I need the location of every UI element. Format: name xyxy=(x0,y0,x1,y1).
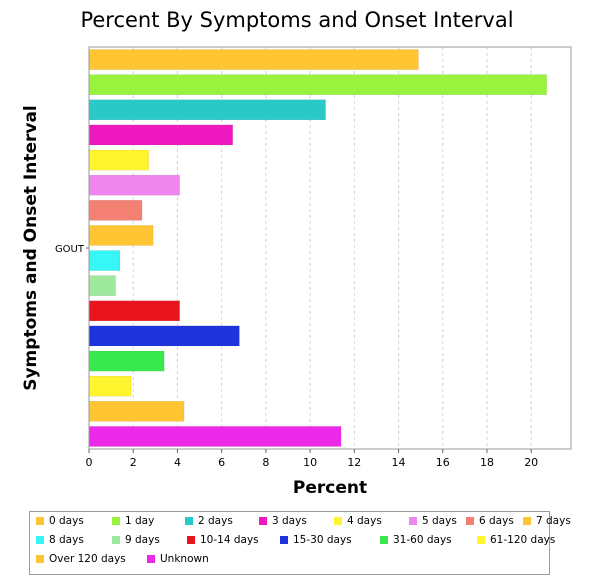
bar-5-days xyxy=(88,174,180,196)
legend-swatch xyxy=(36,536,44,544)
legend-label: 6 days xyxy=(479,515,514,527)
legend-label: 15-30 days xyxy=(293,534,352,546)
chart-title: Percent By Symptoms and Onset Interval xyxy=(80,8,514,32)
legend-item-unknown: Unknown xyxy=(147,553,209,565)
legend-item-9-days: 9 days xyxy=(112,534,160,546)
bar-3-days xyxy=(88,124,233,146)
bar-61-120-days xyxy=(88,375,132,397)
legend-label: Unknown xyxy=(160,553,209,565)
legend-item-31-60-days: 31-60 days xyxy=(380,534,452,546)
legend-label: 7 days xyxy=(536,515,571,527)
bar-unknown xyxy=(88,426,342,447)
x-tick-label: 14 xyxy=(392,456,406,469)
legend-item-7-days: 7 days xyxy=(523,515,571,527)
legend-item-over-120-days: Over 120 days xyxy=(36,553,126,565)
x-tick-label: 20 xyxy=(524,456,538,469)
bar-0-days xyxy=(88,49,419,70)
legend-label: 2 days xyxy=(198,515,233,527)
legend-item-15-30-days: 15-30 days xyxy=(280,534,352,546)
legend-swatch xyxy=(187,536,195,544)
bar-2-days xyxy=(88,99,326,121)
bar-9-days xyxy=(88,275,116,296)
bar-7-days xyxy=(88,225,154,246)
legend-label: Over 120 days xyxy=(49,553,126,565)
legend-label: 31-60 days xyxy=(393,534,452,546)
x-tick-label: 8 xyxy=(262,456,269,469)
legend-item-8-days: 8 days xyxy=(36,534,84,546)
legend-label: 10-14 days xyxy=(200,534,259,546)
x-tick-label: 16 xyxy=(436,456,450,469)
x-tick-label: 6 xyxy=(218,456,225,469)
legend-swatch xyxy=(466,517,474,525)
bar-10-14-days xyxy=(88,300,180,322)
legend-item-1-day: 1 day xyxy=(112,515,154,527)
legend-item-2-days: 2 days xyxy=(185,515,233,527)
chart-plot: 0 2 4 6 8 10 12 14 16 18 20 GOUT Percent Symptoms and… xyxy=(21,46,572,498)
legend-swatch xyxy=(380,536,388,544)
legend-swatch xyxy=(36,555,44,563)
y-category-label: GOUT xyxy=(55,244,85,255)
legend-label: 5 days xyxy=(422,515,457,527)
legend-label: 1 day xyxy=(125,515,155,527)
legend-item-5-days: 5 days xyxy=(409,515,457,527)
legend-swatch xyxy=(36,517,44,525)
legend-swatch xyxy=(280,536,288,544)
bar-1-day xyxy=(88,74,547,95)
legend-swatch xyxy=(477,536,485,544)
legend-label: 0 days xyxy=(49,515,84,527)
y-axis-title: Symptoms and Onset Interval xyxy=(21,105,41,391)
legend-item-10-14-days: 10-14 days xyxy=(187,534,259,546)
legend-swatch xyxy=(259,517,267,525)
x-tick-label: 10 xyxy=(303,456,317,469)
legend-item-4-days: 4 days xyxy=(334,515,382,527)
x-tick-label: 4 xyxy=(174,456,181,469)
x-tick-label: 2 xyxy=(130,456,137,469)
legend-swatch xyxy=(112,517,120,525)
legend-swatch xyxy=(334,517,342,525)
legend-swatch xyxy=(409,517,417,525)
bar-over-120-days xyxy=(88,401,185,422)
legend-label: 3 days xyxy=(272,515,307,527)
legend-item-3-days: 3 days xyxy=(259,515,307,527)
chart-legend: 0 days 1 day 2 days 3 days 4 days 5 days 6 day… xyxy=(29,511,571,575)
bar-31-60-days xyxy=(88,350,165,372)
x-tick-label: 12 xyxy=(347,456,361,469)
x-axis-title: Percent xyxy=(293,478,367,498)
x-tick-label: 0 xyxy=(86,456,93,469)
bar-15-30-days xyxy=(88,325,240,347)
legend-label: 9 days xyxy=(125,534,160,546)
legend-swatch xyxy=(523,517,531,525)
legend-label: 61-120 days xyxy=(490,534,556,546)
legend-item-6-days: 6 days xyxy=(466,515,514,527)
legend-swatch xyxy=(147,555,155,563)
legend-item-0-days: 0 days xyxy=(36,515,84,527)
x-tick-label: 18 xyxy=(480,456,494,469)
bar-4-days xyxy=(88,149,149,171)
bar-8-days xyxy=(88,250,121,271)
legend-swatch xyxy=(185,517,193,525)
bar-6-days xyxy=(88,200,143,221)
legend-swatch xyxy=(112,536,120,544)
legend-item-61-120-days: 61-120 days xyxy=(477,534,555,546)
legend-label: 4 days xyxy=(347,515,382,527)
legend-label: 8 days xyxy=(49,534,84,546)
